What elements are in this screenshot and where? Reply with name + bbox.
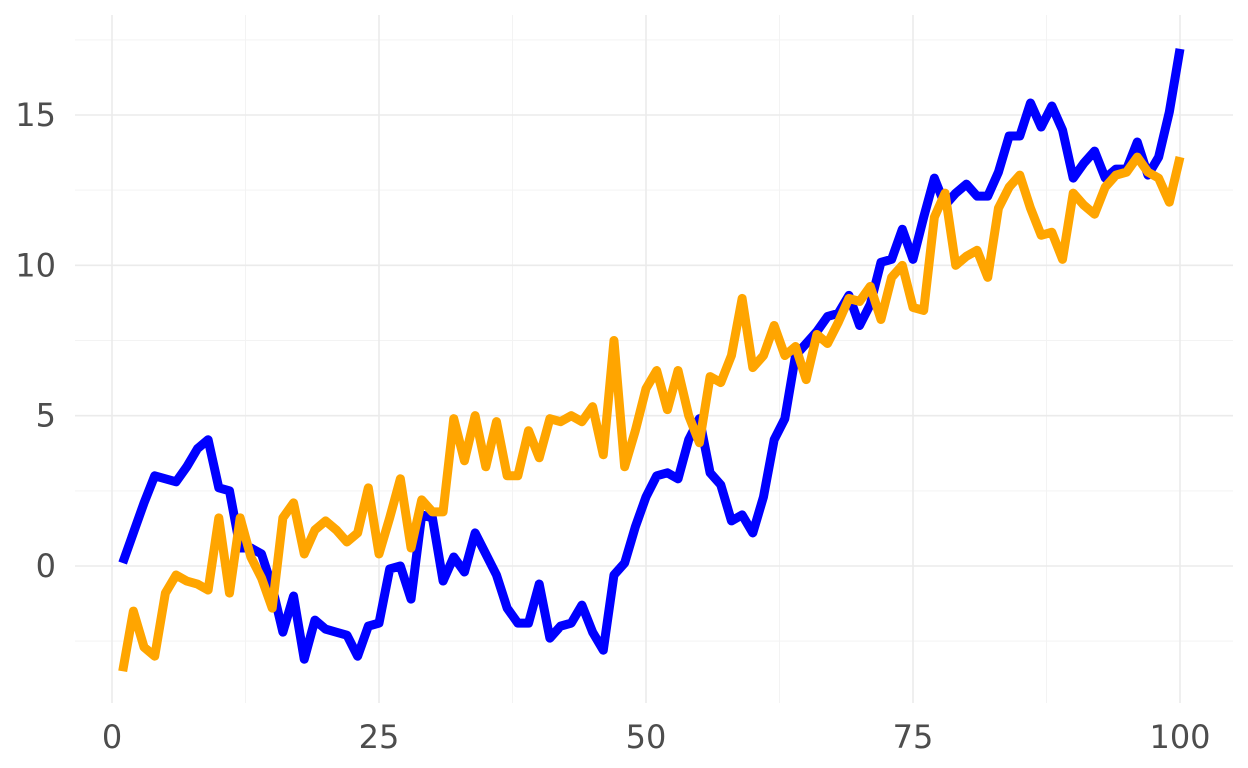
y-tick-label: 15 xyxy=(15,96,56,134)
series-line-2 xyxy=(118,152,1185,673)
y-tick-label: 5 xyxy=(36,397,56,435)
series-group xyxy=(118,48,1185,673)
series-line-1 xyxy=(118,48,1185,664)
y-tick-label: 0 xyxy=(36,547,56,585)
y-tick-label: 10 xyxy=(15,246,56,284)
x-tick-label: 25 xyxy=(359,718,400,756)
x-tick-label: 50 xyxy=(626,718,667,756)
grid xyxy=(75,15,1233,703)
x-tick-label: 0 xyxy=(102,718,122,756)
axis-labels: 0 25 50 75 100 0 5 10 15 xyxy=(15,96,1210,756)
x-tick-label: 100 xyxy=(1149,718,1210,756)
x-tick-label: 75 xyxy=(893,718,934,756)
